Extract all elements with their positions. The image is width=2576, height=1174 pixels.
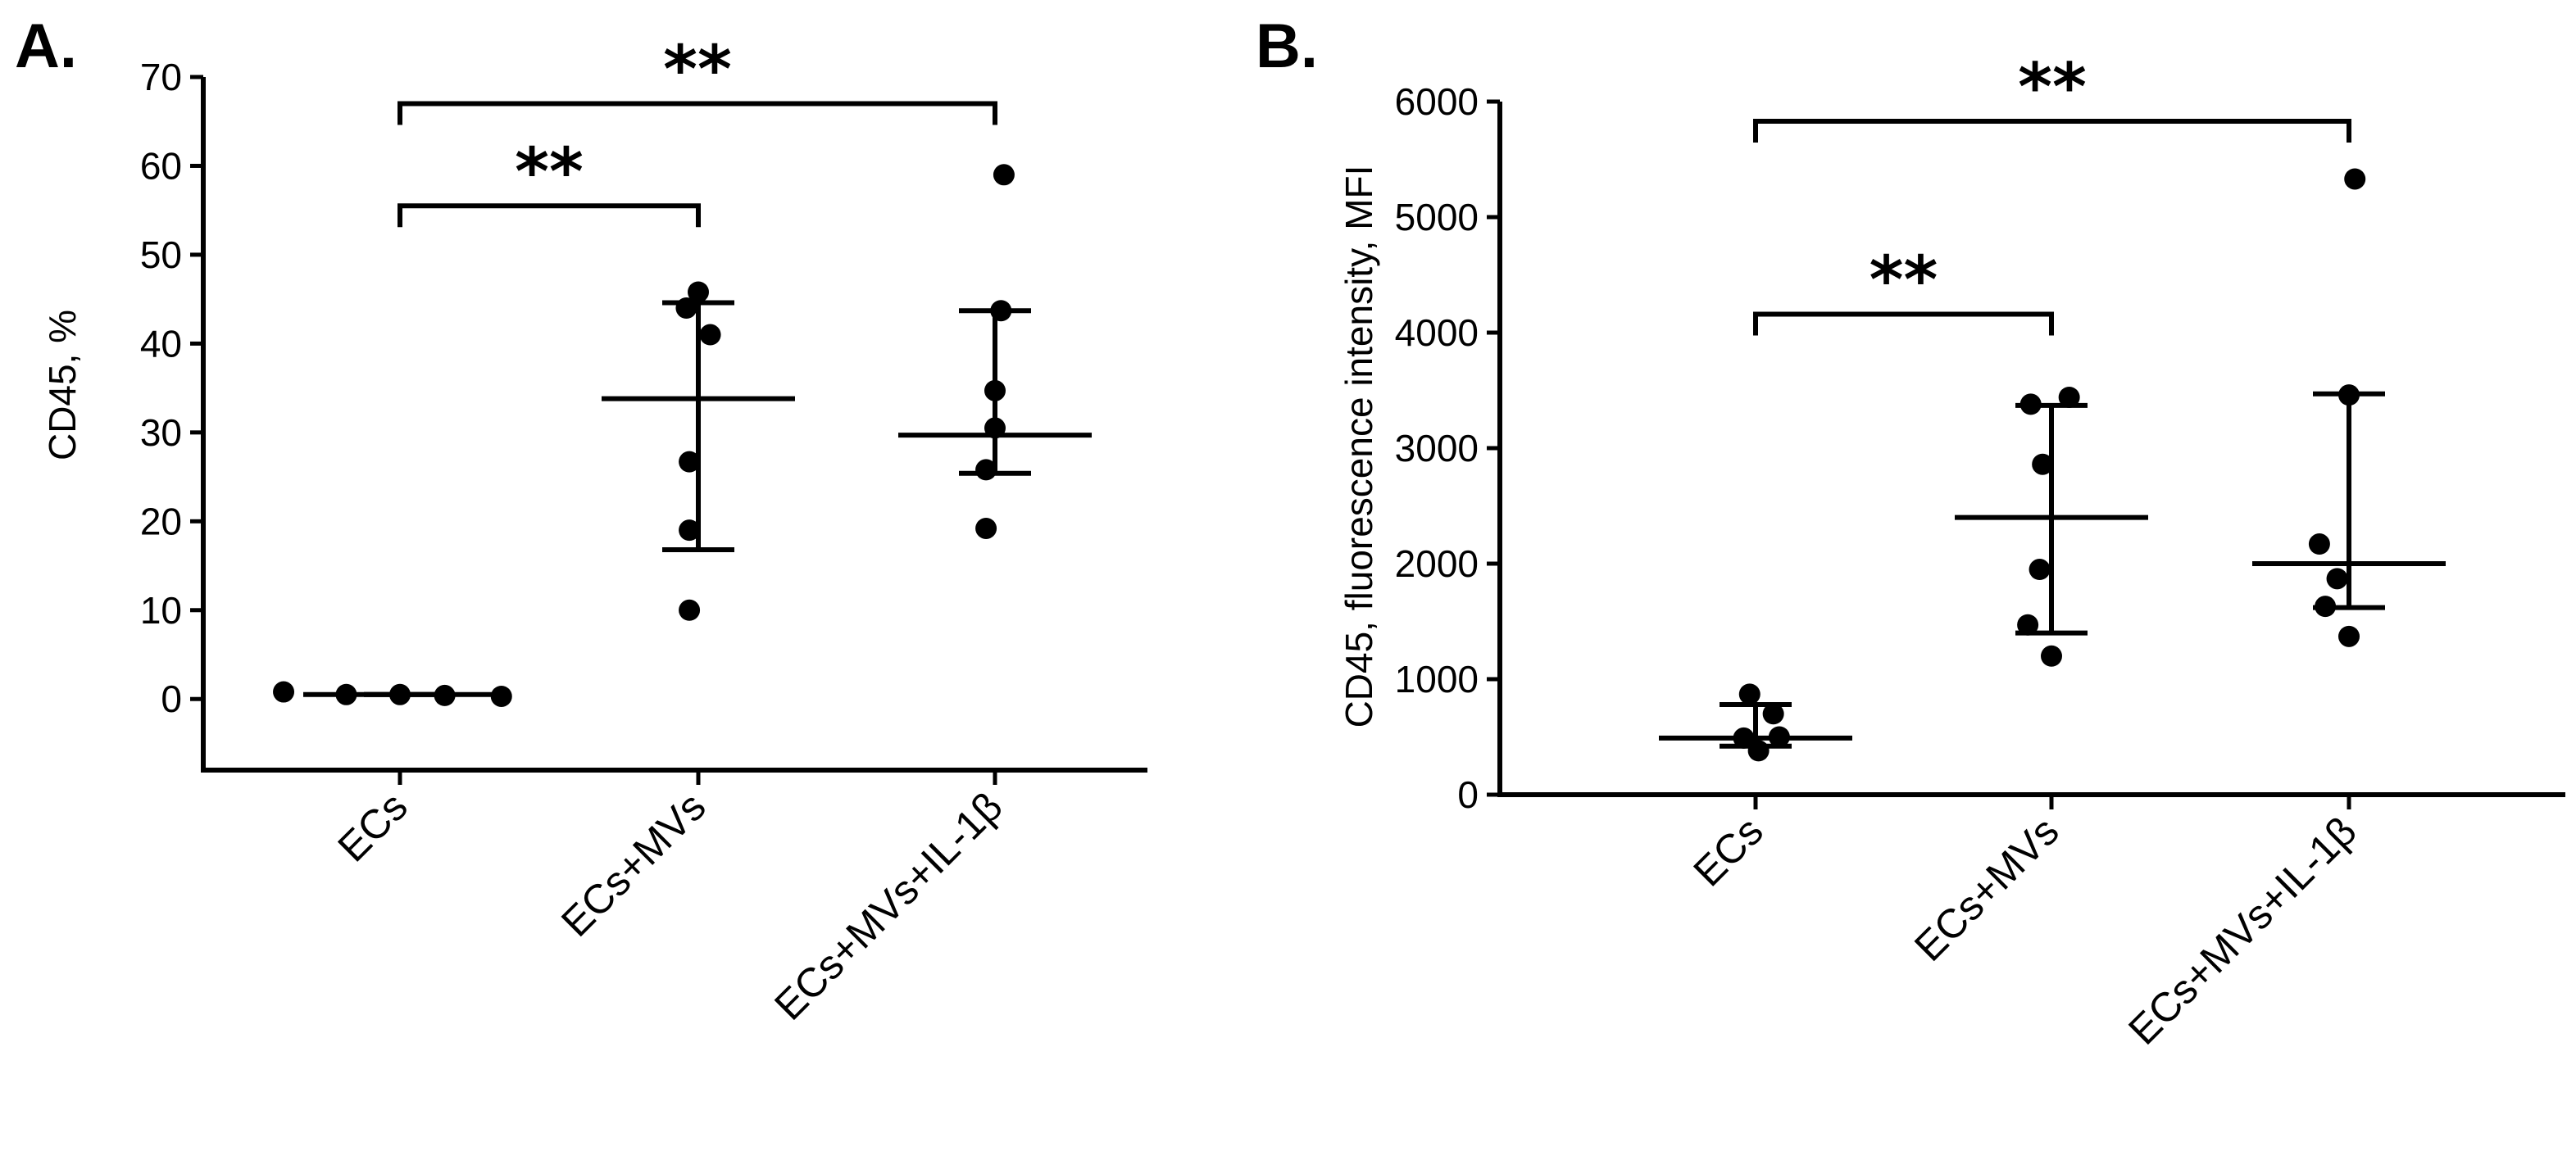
panel-label: A. xyxy=(15,11,77,81)
data-point xyxy=(2041,645,2062,667)
significance-bracket xyxy=(398,203,701,228)
y-axis-title: CD45, % xyxy=(41,310,84,460)
panel-a: A. CD45, % 0 10 20 30 40 50 60 70 ECs ECs+MVs ECs+… xyxy=(15,11,1147,1029)
y-axis-title: CD45, fluorescence intensity, MFI xyxy=(1338,165,1380,728)
significance-label: ** xyxy=(1870,242,1938,318)
data-point xyxy=(490,685,512,707)
y-tick-label: 70 xyxy=(140,56,182,98)
y-tick-label: 2000 xyxy=(1395,542,1479,585)
y-tick-label: 3000 xyxy=(1395,427,1479,469)
marks: ** ** xyxy=(273,32,1092,707)
data-point xyxy=(1733,727,1755,749)
data-point xyxy=(2032,453,2054,475)
data-point xyxy=(335,683,357,705)
y-tick-label: 40 xyxy=(140,322,182,365)
data-point xyxy=(1762,703,1784,725)
data-point xyxy=(679,451,701,473)
y-tick-label: 1000 xyxy=(1395,658,1479,700)
significance-label: ** xyxy=(2018,49,2087,125)
x-tick-label: ECs xyxy=(1684,808,1771,895)
data-point xyxy=(2017,614,2039,636)
y-tick-label: 0 xyxy=(1457,773,1479,816)
data-point xyxy=(2308,533,2330,555)
x-tick-label: ECs+MVs+IL-1β xyxy=(2119,808,2365,1054)
significance-bracket xyxy=(398,101,997,125)
data-point xyxy=(984,417,1006,439)
data-point xyxy=(975,517,997,539)
data-point xyxy=(2338,384,2360,406)
x-tick-label: ECs xyxy=(329,783,416,870)
y-tick-label: 20 xyxy=(140,500,182,542)
y-tick-label: 30 xyxy=(140,411,182,454)
data-point xyxy=(1738,683,1760,705)
significance-bracket xyxy=(1753,311,2054,336)
x-tick-label: ECs+MVs+IL-1β xyxy=(766,783,1011,1029)
data-point xyxy=(675,297,697,319)
marks: ** ** xyxy=(1659,49,2446,762)
significance-label: ** xyxy=(663,32,732,108)
data-point xyxy=(1768,726,1790,748)
x-tick-label: ECs+MVs xyxy=(552,783,715,945)
data-point xyxy=(2058,386,2080,408)
data-point xyxy=(1747,740,1770,762)
data-point xyxy=(990,300,1012,322)
data-point xyxy=(2315,596,2337,618)
panel-label: B. xyxy=(1256,11,1318,81)
significance-label: ** xyxy=(515,134,584,210)
panel-b: B. CD45, fluorescence intensity, MFI 0 10… xyxy=(1256,11,2565,1054)
data-point xyxy=(2029,559,2051,581)
data-point xyxy=(688,281,709,303)
axes: 0 1000 2000 3000 4000 5000 6000 ECs ECs+MVs ECs+M… xyxy=(1395,80,2565,1054)
data-point xyxy=(984,379,1006,401)
y-tick-label: 4000 xyxy=(1395,311,1479,354)
data-point xyxy=(993,164,1015,186)
data-point xyxy=(2344,168,2366,190)
significance-bracket xyxy=(1753,118,2351,143)
data-point xyxy=(2019,393,2042,415)
y-tick-label: 0 xyxy=(161,678,182,720)
x-tick-label: ECs+MVs xyxy=(1906,808,2068,970)
y-tick-label: 10 xyxy=(140,589,182,632)
y-tick-label: 6000 xyxy=(1395,80,1479,123)
y-tick-label: 50 xyxy=(140,233,182,276)
y-tick-label: 5000 xyxy=(1395,196,1479,238)
data-point xyxy=(2326,568,2348,590)
data-point xyxy=(975,459,997,481)
data-point xyxy=(679,519,701,542)
data-point xyxy=(273,681,295,703)
data-point xyxy=(679,599,701,621)
data-point xyxy=(2338,625,2360,647)
data-point xyxy=(389,683,411,705)
y-tick-label: 60 xyxy=(140,144,182,187)
data-point xyxy=(699,324,721,346)
data-point xyxy=(434,684,456,706)
axes: 0 10 20 30 40 50 60 70 ECs ECs+MVs ECs+MVs+IL-1β xyxy=(140,56,1147,1029)
